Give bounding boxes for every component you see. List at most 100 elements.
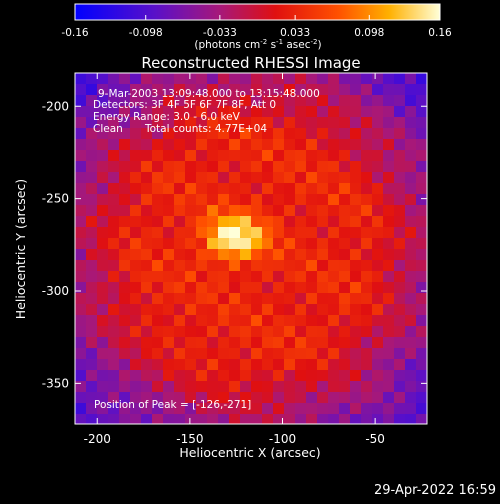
heatmap-cell [361, 249, 373, 261]
heatmap-cell [229, 172, 241, 184]
heatmap-cell [240, 260, 252, 272]
heatmap-cell [152, 95, 164, 107]
heatmap-cell [372, 271, 384, 283]
heatmap-cell [405, 249, 417, 261]
heatmap-cell [372, 205, 384, 217]
heatmap-cell [218, 183, 230, 195]
heatmap-cell [130, 73, 142, 85]
heatmap-cell [207, 271, 219, 283]
heatmap-cell [185, 172, 197, 184]
heatmap-cell [317, 249, 329, 261]
heatmap-cell [185, 227, 197, 239]
heatmap-cell [86, 293, 98, 305]
heatmap-cell [163, 403, 175, 415]
heatmap-cell [130, 326, 142, 338]
heatmap-cell [207, 117, 219, 129]
heatmap-cell [350, 194, 362, 206]
heatmap-cell [86, 117, 98, 129]
heatmap-cell [273, 205, 285, 217]
heatmap-cell [405, 370, 417, 382]
heatmap-cell [284, 172, 296, 184]
heatmap-cell [196, 293, 208, 305]
heatmap-cell [108, 139, 120, 151]
heatmap-cell [339, 271, 351, 283]
x-tick-label: -50 [365, 432, 385, 446]
heatmap-cell [372, 370, 384, 382]
heatmap-cell [130, 403, 142, 415]
heatmap-cell [317, 205, 329, 217]
heatmap-cell [119, 150, 131, 162]
heatmap-cell [174, 194, 186, 206]
heatmap-cell [383, 139, 395, 151]
heatmap-cell [251, 260, 263, 272]
heatmap-image [75, 73, 427, 424]
heatmap-cell [108, 359, 120, 371]
heatmap-cell [350, 392, 362, 404]
heatmap-cell [75, 414, 87, 424]
heatmap-cell [163, 238, 175, 250]
heatmap-cell [339, 293, 351, 305]
heatmap-cell [174, 326, 186, 338]
heatmap-cell [328, 403, 340, 415]
heatmap-cell [306, 381, 318, 393]
heatmap-cell [295, 84, 307, 96]
heatmap-cell [361, 381, 373, 393]
heatmap-cell [405, 392, 417, 404]
heatmap-cell [119, 95, 131, 107]
heatmap-cell [284, 271, 296, 283]
heatmap-cell [163, 95, 175, 107]
heatmap-cell [339, 150, 351, 162]
heatmap-cell [240, 205, 252, 217]
heatmap-cell [416, 381, 427, 393]
heatmap-cell [229, 139, 241, 151]
heatmap-cell [152, 139, 164, 151]
heatmap-cell [394, 117, 406, 129]
heatmap-cell [273, 359, 285, 371]
heatmap-cell [174, 381, 186, 393]
heatmap-cell [163, 172, 175, 184]
heatmap-cell [218, 172, 230, 184]
heatmap-cell [273, 249, 285, 261]
heatmap-cell [229, 282, 241, 294]
heatmap-cell [174, 403, 186, 415]
heatmap-cell [97, 359, 109, 371]
heatmap-cell [284, 381, 296, 393]
heatmap-cell [295, 414, 307, 424]
heatmap-cell [152, 304, 164, 316]
heatmap-cell [86, 172, 98, 184]
heatmap-cell [262, 106, 274, 118]
heatmap-cell [350, 73, 362, 85]
heatmap-cell [218, 403, 230, 415]
heatmap-cell [196, 128, 208, 140]
heatmap-cell [350, 348, 362, 360]
heatmap-cell [262, 282, 274, 294]
heatmap-cell [97, 271, 109, 283]
heatmap-cell [75, 348, 87, 360]
heatmap-cell [174, 293, 186, 305]
x-axis-label: Heliocentric X (arcsec) [179, 445, 320, 460]
heatmap-cell [185, 128, 197, 140]
heatmap-cell [108, 117, 120, 129]
heatmap-cell [119, 348, 131, 360]
heatmap-cell [229, 403, 241, 415]
heatmap-cell [284, 227, 296, 239]
heatmap-cell [141, 128, 153, 140]
heatmap-cell [97, 293, 109, 305]
heatmap-cell [218, 249, 230, 261]
heatmap-cell [218, 304, 230, 316]
heatmap-cell [196, 194, 208, 206]
heatmap-cell [405, 381, 417, 393]
heatmap-cell [262, 315, 274, 327]
heatmap-cell [251, 205, 263, 217]
heatmap-cell [240, 161, 252, 173]
heatmap-cell [405, 139, 417, 151]
heatmap-cell [372, 282, 384, 294]
heatmap-cell [163, 392, 175, 404]
heatmap-cell [152, 403, 164, 415]
heatmap-cell [339, 326, 351, 338]
heatmap-cell [86, 359, 98, 371]
heatmap-cell [361, 150, 373, 162]
heatmap-cell [273, 95, 285, 107]
heatmap-cell [273, 304, 285, 316]
heatmap-cell [273, 414, 285, 424]
